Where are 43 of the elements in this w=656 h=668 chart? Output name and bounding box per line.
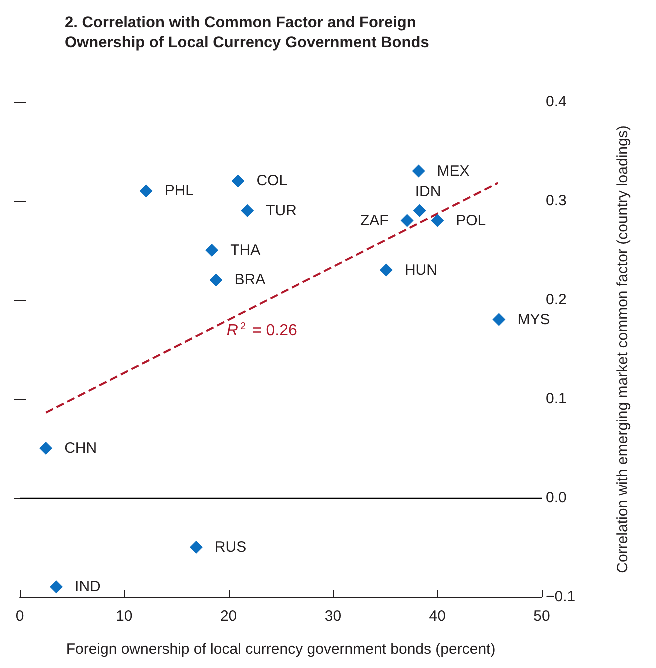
x-tick-label: 40: [429, 608, 446, 625]
chart-title: 2. Correlation with Common Factor and Foreign Ownership of Local Currency Government Bonds: [65, 14, 430, 52]
series-label: IND: [75, 578, 102, 596]
point: [190, 541, 203, 554]
y-tick-label: 0.2: [546, 292, 567, 308]
x-tick-label: 20: [220, 608, 238, 625]
x-tick-label: 30: [324, 608, 342, 625]
series-label: TUR: [266, 202, 298, 220]
y-tick-label: −0.1: [546, 588, 576, 606]
x-tick-label: 50: [534, 608, 550, 625]
point: [412, 164, 426, 178]
series-label: PHL: [164, 182, 194, 200]
point: [400, 214, 414, 228]
y-tick-label: 0.0: [546, 490, 567, 506]
x-tick-label: 10: [116, 608, 133, 625]
point: [413, 204, 426, 218]
point: [431, 214, 444, 228]
point: [206, 244, 219, 257]
series-label: THA: [230, 242, 261, 259]
series-label: RUS: [214, 539, 247, 556]
series-label: BRA: [234, 272, 266, 289]
point: [232, 174, 245, 188]
series-label: ZAF: [360, 212, 389, 230]
point: [140, 184, 153, 198]
series-label: IDN: [415, 183, 442, 200]
y-tick-label: 0.1: [546, 390, 567, 408]
y-axis-title: Correlation with emerging market common factor (country loadings): [614, 126, 632, 574]
series-label: CHN: [64, 440, 98, 457]
point: [50, 580, 64, 594]
point: [380, 264, 393, 277]
y-tick-label: 0.4: [546, 94, 567, 110]
point: [210, 274, 223, 287]
y-tick-label: 0.3: [546, 192, 567, 210]
x-tick-label: 0: [16, 608, 24, 625]
series-label: MYS: [518, 311, 550, 328]
series-label: MEX: [437, 162, 470, 180]
point: [40, 442, 53, 455]
point: [241, 204, 254, 218]
series-label: COL: [256, 172, 288, 190]
x-axis-title: Foreign ownership of local currency government bonds (percent): [66, 641, 496, 658]
series-label: POL: [456, 212, 486, 230]
series-label: HUN: [404, 262, 438, 279]
point: [492, 313, 506, 326]
